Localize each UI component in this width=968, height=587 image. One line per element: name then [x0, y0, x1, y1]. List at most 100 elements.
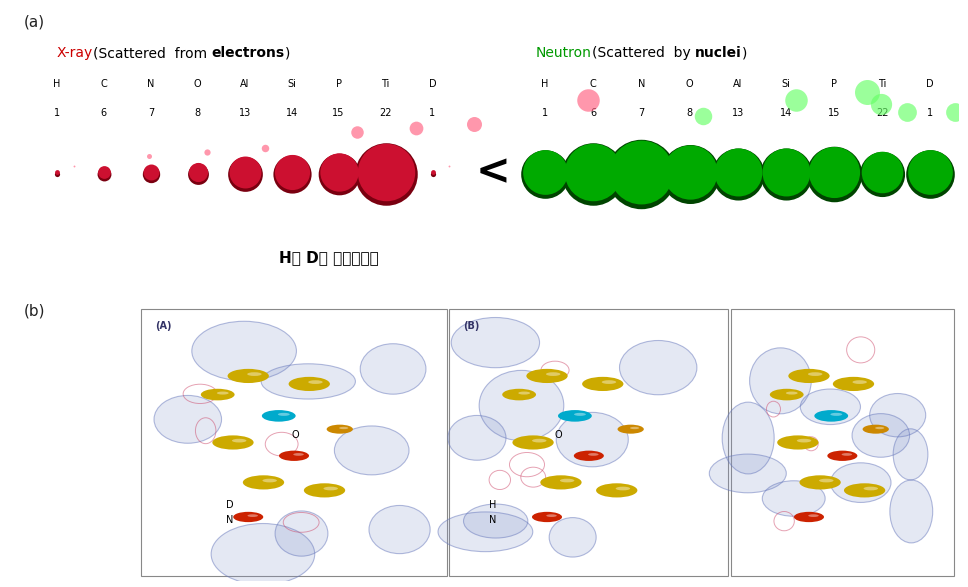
- Text: (Scattered  by: (Scattered by: [591, 46, 695, 60]
- Text: (a): (a): [24, 15, 45, 29]
- Ellipse shape: [546, 514, 557, 517]
- Ellipse shape: [596, 483, 637, 497]
- Point: [826, 167, 841, 177]
- Point: [284, 169, 299, 178]
- Bar: [731, 309, 953, 575]
- Text: Si: Si: [287, 79, 296, 89]
- Ellipse shape: [200, 389, 234, 400]
- Ellipse shape: [262, 410, 295, 421]
- Point: [143, 169, 159, 178]
- Point: [874, 169, 890, 178]
- Text: H: H: [541, 79, 549, 89]
- Ellipse shape: [770, 389, 803, 400]
- Text: P: P: [831, 79, 837, 89]
- Ellipse shape: [275, 511, 328, 556]
- Ellipse shape: [451, 318, 539, 367]
- Ellipse shape: [869, 393, 925, 437]
- Point: [66, 161, 81, 171]
- Point: [695, 112, 711, 121]
- Text: 7: 7: [148, 109, 154, 119]
- Ellipse shape: [278, 413, 289, 416]
- Text: D: D: [226, 501, 233, 511]
- Ellipse shape: [801, 389, 861, 424]
- Text: D: D: [429, 79, 437, 89]
- Text: (b): (b): [24, 304, 45, 319]
- Ellipse shape: [786, 392, 798, 394]
- Ellipse shape: [248, 514, 258, 517]
- Ellipse shape: [326, 424, 353, 434]
- Text: 22: 22: [876, 109, 889, 119]
- Ellipse shape: [479, 370, 563, 441]
- Ellipse shape: [439, 512, 532, 552]
- Ellipse shape: [589, 453, 598, 456]
- Ellipse shape: [558, 410, 591, 421]
- Point: [730, 167, 745, 177]
- Ellipse shape: [710, 454, 786, 493]
- Point: [141, 151, 157, 161]
- Ellipse shape: [852, 414, 910, 457]
- Point: [237, 167, 253, 177]
- Point: [681, 169, 697, 178]
- Ellipse shape: [502, 389, 536, 400]
- Point: [923, 167, 938, 177]
- Point: [923, 169, 938, 178]
- Point: [96, 169, 111, 178]
- Ellipse shape: [247, 372, 261, 376]
- Point: [49, 167, 65, 177]
- Text: Neutron: Neutron: [536, 46, 591, 60]
- Ellipse shape: [560, 478, 574, 483]
- Text: Al: Al: [240, 79, 250, 89]
- Text: (A): (A): [156, 321, 172, 330]
- Ellipse shape: [262, 478, 277, 483]
- Point: [331, 169, 347, 178]
- Point: [378, 167, 393, 177]
- Ellipse shape: [154, 396, 222, 443]
- Text: N: N: [638, 79, 645, 89]
- Ellipse shape: [749, 348, 811, 414]
- Ellipse shape: [814, 410, 848, 421]
- Text: 8: 8: [195, 109, 200, 119]
- Text: 1: 1: [927, 109, 933, 119]
- Text: 14: 14: [779, 109, 792, 119]
- Text: 6: 6: [101, 109, 106, 119]
- Ellipse shape: [862, 424, 889, 434]
- Ellipse shape: [794, 512, 824, 522]
- Point: [947, 107, 962, 117]
- Ellipse shape: [762, 481, 825, 516]
- Point: [788, 95, 803, 104]
- Text: Ti: Ti: [381, 79, 390, 89]
- Ellipse shape: [582, 377, 623, 391]
- Text: 7: 7: [638, 109, 645, 119]
- Ellipse shape: [831, 463, 891, 502]
- Ellipse shape: [212, 436, 254, 450]
- Text: 6: 6: [590, 109, 596, 119]
- Text: 15: 15: [828, 109, 840, 119]
- Ellipse shape: [819, 478, 833, 483]
- Point: [49, 169, 65, 178]
- Ellipse shape: [616, 487, 630, 490]
- Ellipse shape: [620, 340, 697, 394]
- Ellipse shape: [360, 344, 426, 394]
- Ellipse shape: [540, 475, 582, 490]
- Ellipse shape: [557, 413, 628, 467]
- Text: O: O: [194, 79, 201, 89]
- Point: [873, 99, 889, 109]
- Ellipse shape: [574, 451, 604, 461]
- Bar: [141, 309, 446, 575]
- Text: 22: 22: [379, 109, 392, 119]
- Ellipse shape: [893, 429, 928, 480]
- Ellipse shape: [308, 380, 322, 384]
- Point: [634, 169, 650, 178]
- Text: 1: 1: [54, 109, 60, 119]
- Ellipse shape: [844, 483, 886, 497]
- Text: N: N: [489, 515, 497, 525]
- Point: [581, 95, 596, 104]
- Point: [349, 127, 365, 137]
- Text: P: P: [336, 79, 342, 89]
- Ellipse shape: [808, 514, 819, 517]
- Point: [331, 167, 347, 177]
- Ellipse shape: [832, 377, 874, 391]
- Ellipse shape: [546, 372, 560, 376]
- Ellipse shape: [800, 475, 841, 490]
- Ellipse shape: [890, 480, 933, 543]
